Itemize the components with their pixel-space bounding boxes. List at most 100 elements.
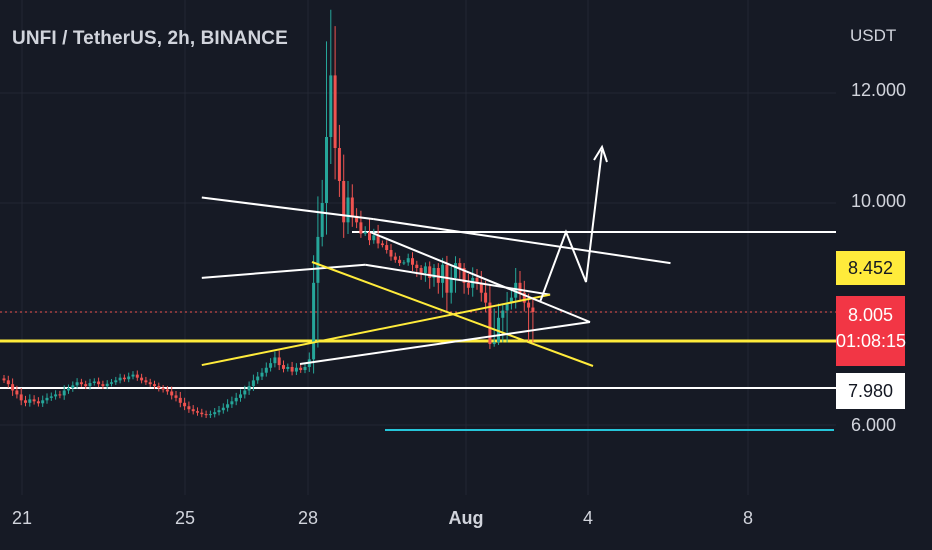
yellow-channel-line: [311, 261, 594, 367]
candle-body-93: [402, 262, 406, 264]
candle-body-12: [54, 394, 58, 397]
candle-body-110: [475, 277, 479, 283]
candle-body-63: [273, 357, 277, 364]
candle-body-40: [174, 395, 178, 398]
candle-body-94: [406, 258, 410, 263]
horizontal-levels: [0, 231, 836, 431]
candle-body-118: [509, 297, 513, 303]
candle-body-104: [449, 277, 453, 293]
candle-body-97: [419, 268, 423, 273]
candle-body-101: [436, 268, 440, 283]
candle-body-98: [423, 266, 427, 273]
candle-body-47: [204, 414, 208, 416]
grid: [0, 0, 836, 495]
candle-body-88: [380, 243, 384, 246]
drawings: [201, 144, 671, 367]
candle-body-90: [389, 250, 393, 257]
candle-body-32: [140, 377, 144, 381]
candle-body-22: [97, 381, 101, 385]
candle-body-79: [342, 181, 346, 223]
candle-body-25: [110, 382, 113, 384]
candle-body-83: [359, 222, 363, 234]
candle-body-11: [49, 396, 53, 398]
candle-body-53: [230, 401, 234, 405]
candle-body-33: [144, 380, 148, 383]
candle-body-24: [105, 383, 109, 387]
resistance-price-label: 8.452: [847, 258, 894, 278]
candle-body-3: [15, 390, 19, 395]
candle-body-28: [122, 377, 126, 380]
y-tick-label-2: 6.000: [851, 415, 896, 435]
axes: 12.000 10.000 6.000 USDT 21 25 28 Aug 4 8: [12, 26, 906, 528]
candle-body-55: [239, 394, 242, 398]
support-price-tag: 7.980: [836, 373, 905, 409]
candle-body-84: [363, 232, 367, 234]
candle-body-50: [217, 410, 221, 413]
candle-body-60: [260, 372, 264, 377]
candle-body-99: [428, 266, 432, 278]
candle-body-15: [67, 388, 70, 391]
candle-body-111: [479, 282, 483, 293]
chart-title: UNFI / TetherUS, 2h, BINANCE: [12, 28, 288, 49]
candle-body-113: [488, 302, 492, 345]
last-price-tag: 8.005 01:08:15: [836, 296, 907, 366]
candle-body-100: [432, 268, 436, 278]
candle-body-45: [196, 411, 199, 413]
countdown-label: 01:08:15: [836, 331, 907, 351]
candle-body-51: [221, 407, 225, 411]
candle-body-91: [393, 256, 397, 260]
candle-body-105: [454, 263, 457, 278]
candle-body-77: [333, 75, 337, 148]
candle-body-44: [191, 409, 195, 412]
candle-body-4: [19, 394, 23, 401]
candle-body-78: [337, 148, 341, 181]
x-tick-label-5: 8: [743, 508, 753, 528]
rising-support-line: [299, 321, 591, 365]
candle-body-6: [28, 399, 32, 403]
x-tick-label-2: 28: [298, 508, 318, 528]
candle-body-43: [187, 406, 191, 410]
candle-body-106: [458, 263, 462, 268]
candle-body-74: [320, 203, 324, 237]
candle-body-75: [325, 137, 328, 203]
candle-body-95: [411, 258, 414, 265]
candle-body-7: [32, 399, 36, 402]
candle-body-46: [200, 412, 204, 415]
candle-body-89: [385, 245, 389, 250]
candle-body-65: [282, 365, 285, 369]
y-tick-label-1: 10.000: [851, 191, 906, 211]
candle-body-76: [329, 75, 333, 137]
white-trendline-0: [201, 196, 374, 221]
candle-body-14: [62, 390, 66, 396]
candle-body-26: [114, 380, 118, 383]
candle-body-1: [6, 380, 10, 385]
candle-body-85: [368, 232, 371, 241]
candles: [2, 9, 535, 418]
x-tick-label-0: 21: [12, 508, 32, 528]
candle-body-37: [161, 388, 165, 390]
candle-body-49: [213, 412, 217, 415]
candle-body-20: [88, 383, 92, 387]
candle-body-10: [45, 397, 49, 401]
candle-body-66: [286, 366, 290, 369]
candle-body-121: [522, 292, 526, 303]
candle-body-42: [183, 402, 187, 407]
candle-body-92: [398, 259, 402, 264]
y-tick-label-0: 12.000: [851, 80, 906, 100]
candle-body-122: [527, 302, 531, 308]
candle-body-120: [518, 282, 522, 293]
candle-body-119: [514, 282, 518, 298]
candle-body-70: [303, 366, 307, 371]
white-trendline-1: [373, 218, 671, 265]
candle-body-36: [157, 386, 161, 388]
projection-path: [539, 149, 603, 303]
x-tick-label-3: Aug: [449, 508, 484, 528]
candle-body-73: [316, 236, 320, 283]
candle-body-34: [148, 382, 152, 385]
candle-body-68: [294, 367, 298, 372]
candle-body-29: [127, 376, 131, 380]
candle-body-0: [2, 378, 6, 381]
resistance-price-tag: 8.452: [836, 251, 905, 285]
